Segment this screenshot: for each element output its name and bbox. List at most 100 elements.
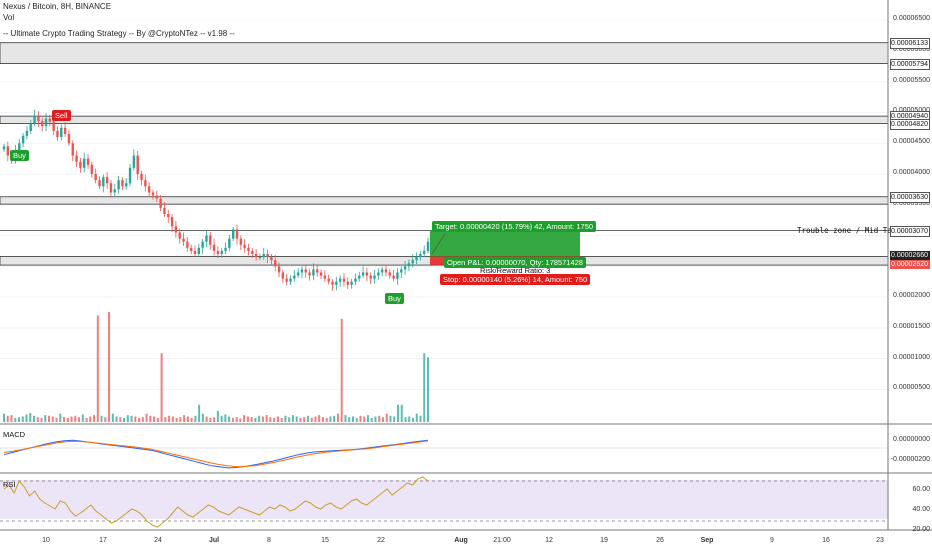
time-tick: 23	[876, 537, 884, 544]
volume-bar	[66, 417, 69, 422]
time-tick: Aug	[454, 537, 468, 544]
candle-body	[48, 118, 52, 122]
candle-body	[109, 183, 113, 193]
time-tick: 26	[656, 537, 664, 544]
macd-label[interactable]: MACD	[3, 430, 26, 439]
volume-bar	[201, 413, 204, 422]
volume-bar	[74, 415, 77, 422]
volume-bar	[123, 417, 126, 422]
volume-bar	[213, 417, 216, 422]
candle-body	[319, 272, 323, 276]
volume-bar	[344, 415, 347, 422]
price-tag: 0.00006133	[890, 37, 930, 49]
volume-bar	[321, 417, 324, 422]
strategy-label[interactable]: -- Ultimate Crypto Trading Strategy -- B…	[3, 29, 235, 38]
volume-label[interactable]: Vol	[3, 13, 15, 22]
sell-signal[interactable]: Sell	[52, 110, 71, 121]
rsi-label[interactable]: RSI	[3, 480, 16, 489]
volume-bar	[104, 417, 107, 422]
candle-body	[193, 250, 197, 254]
candle-body	[94, 174, 97, 181]
volume-bar	[149, 415, 152, 422]
target-label[interactable]: Target: 0.00000420 (15.79%) 42, Amount: …	[432, 221, 597, 232]
time-tick: Jul	[208, 537, 220, 544]
price-tag: 0.00003630	[890, 191, 930, 203]
volume-bar	[404, 417, 407, 422]
rsi-line	[3, 476, 429, 528]
volume-bar	[310, 417, 313, 422]
volume-bar	[119, 417, 122, 422]
stop-label[interactable]: Stop: 0.00000140 (5.26%) 14, Amount: 750	[440, 274, 591, 285]
buy-signal-1[interactable]: Buy	[10, 150, 29, 161]
candle-body	[380, 269, 384, 273]
open-pnl-label[interactable]: Open P&L: 0.00000070, Qty: 178571428	[444, 257, 586, 268]
volume-bar	[153, 416, 156, 422]
candle-body	[83, 158, 86, 168]
time-tick: 10	[42, 537, 50, 544]
volume-bar	[325, 417, 328, 422]
candle-body	[197, 247, 201, 254]
volume-bar	[89, 416, 92, 422]
candle-body	[254, 254, 258, 258]
resistance-zone-1	[0, 42, 889, 64]
volume-bar	[250, 417, 253, 422]
volume-bar	[370, 417, 373, 422]
candle-body	[159, 198, 162, 208]
volume-bar	[205, 416, 208, 422]
buy-signal-2[interactable]: Buy	[385, 293, 404, 304]
candle-body	[377, 272, 380, 276]
candle-body	[224, 247, 227, 251]
candle-body	[228, 238, 231, 248]
volume-bar	[246, 416, 249, 422]
candle-body	[174, 226, 178, 233]
volume-bar	[3, 413, 5, 422]
candle-body	[52, 121, 55, 131]
volume-bar	[415, 413, 418, 422]
price-tag: 0.00002520	[890, 260, 930, 270]
candle-body	[18, 143, 21, 151]
macd-tick: -0.00000200	[890, 456, 930, 463]
volume-bar	[381, 417, 384, 422]
candle-body	[167, 214, 170, 218]
price-tick: 0.00005500	[893, 76, 930, 84]
volume-bar	[419, 415, 422, 422]
candle-body	[396, 272, 399, 279]
price-tick: 0.00002000	[893, 292, 930, 300]
candle-body	[354, 278, 357, 282]
resistance-zone-3	[0, 196, 889, 205]
candle-body	[346, 281, 349, 285]
time-tick: Sep	[700, 537, 714, 544]
price-tick: 0.00001000	[893, 353, 930, 361]
volume-bar	[276, 416, 279, 422]
candle-body	[79, 161, 82, 168]
candle-body	[136, 155, 139, 174]
rsi-tick: 40.00	[912, 506, 930, 513]
volume-bar	[78, 417, 81, 422]
volume-bar	[59, 413, 62, 422]
volume-bar	[126, 415, 129, 422]
volume-bar	[393, 416, 396, 422]
candle-body	[63, 127, 67, 134]
time-tick: 9	[770, 537, 774, 544]
candle-body	[21, 135, 25, 144]
candle-body	[361, 272, 365, 276]
candle-body	[178, 232, 181, 239]
volume-bar	[329, 416, 332, 422]
candle-body	[281, 272, 285, 279]
time-tick: 17	[99, 537, 107, 544]
candle-body	[212, 244, 216, 251]
candle-body	[243, 244, 246, 248]
volume-bar	[427, 357, 429, 422]
symbol-title[interactable]: Nexus / Bitcoin, 8H, BINANCE	[3, 2, 112, 11]
candle-body	[201, 241, 204, 248]
candle-body	[327, 278, 330, 282]
volume-bar	[141, 417, 144, 422]
volume-bar	[44, 415, 47, 422]
candle-body	[316, 269, 319, 273]
volume-bar	[333, 415, 336, 422]
candle-body	[350, 281, 353, 285]
price-candles	[2, 109, 430, 291]
candle-body	[392, 275, 395, 279]
volume-bar	[239, 418, 242, 422]
candle-body	[105, 177, 109, 184]
